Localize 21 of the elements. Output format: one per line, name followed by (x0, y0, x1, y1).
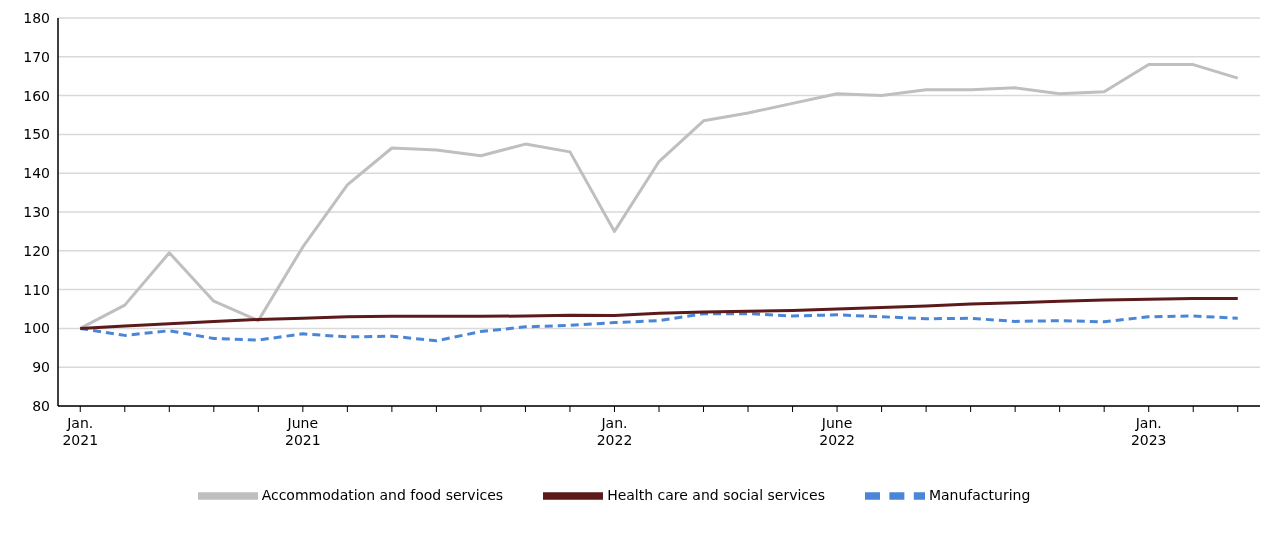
y-tick-label: 80 (32, 397, 50, 414)
y-tick-label: 130 (23, 203, 50, 220)
x-tick-label: Jan. 2023 (1130, 415, 1167, 448)
y-tick-label: 90 (32, 359, 50, 376)
x-tick-label: Jan. 2022 (596, 415, 633, 448)
y-tick-label: 180 (23, 9, 50, 26)
y-tick-label: 150 (23, 126, 50, 143)
line-series (78, 63, 1240, 330)
legend-label: Manufacturing (928, 487, 1031, 503)
x-tick-label: June 2021 (285, 415, 321, 448)
x-tick-label: Jan. 2021 (62, 415, 99, 448)
y-tick-label: 160 (23, 87, 50, 104)
legend-label: Health care and social services (607, 487, 825, 503)
y-tick-label: 110 (23, 281, 50, 298)
y-tick-label: 170 (23, 48, 50, 65)
x-tick-label: June 2022 (819, 415, 855, 448)
y-tick-label: 140 (23, 165, 50, 182)
y-tick-label: 120 (23, 242, 50, 259)
legend-label: Accommodation and food services (261, 487, 504, 503)
line-series (78, 297, 1240, 330)
y-tick-label: 100 (23, 320, 50, 337)
